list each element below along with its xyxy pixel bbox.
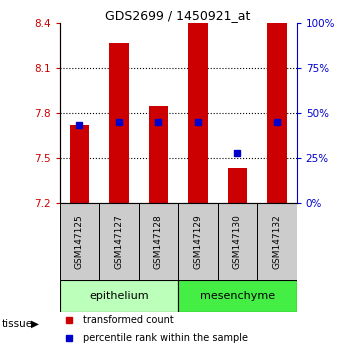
Text: GSM147125: GSM147125 (75, 214, 84, 269)
Bar (60, 203, 99, 280)
Text: GSM147130: GSM147130 (233, 214, 242, 269)
Bar (139, 203, 178, 280)
Text: mesenchyme: mesenchyme (200, 291, 275, 301)
Text: percentile rank within the sample: percentile rank within the sample (83, 333, 248, 343)
Text: tissue: tissue (2, 319, 33, 329)
Bar (60, 280, 178, 312)
Text: ▶: ▶ (31, 319, 39, 329)
Bar (149, 105, 168, 203)
Bar (99, 203, 139, 280)
Text: GSM147132: GSM147132 (272, 214, 281, 269)
Bar (188, 23, 208, 203)
Bar (178, 203, 218, 280)
Bar (218, 203, 257, 280)
Bar (109, 42, 129, 203)
Text: GSM147129: GSM147129 (193, 214, 203, 269)
Text: epithelium: epithelium (89, 291, 149, 301)
Title: GDS2699 / 1450921_at: GDS2699 / 1450921_at (105, 9, 251, 22)
Text: transformed count: transformed count (83, 315, 174, 325)
Bar (257, 203, 297, 280)
Bar (178, 280, 297, 312)
Bar (70, 125, 89, 203)
Text: GSM147127: GSM147127 (115, 214, 123, 269)
Text: GSM147128: GSM147128 (154, 214, 163, 269)
Bar (267, 23, 287, 203)
Bar (227, 169, 247, 203)
